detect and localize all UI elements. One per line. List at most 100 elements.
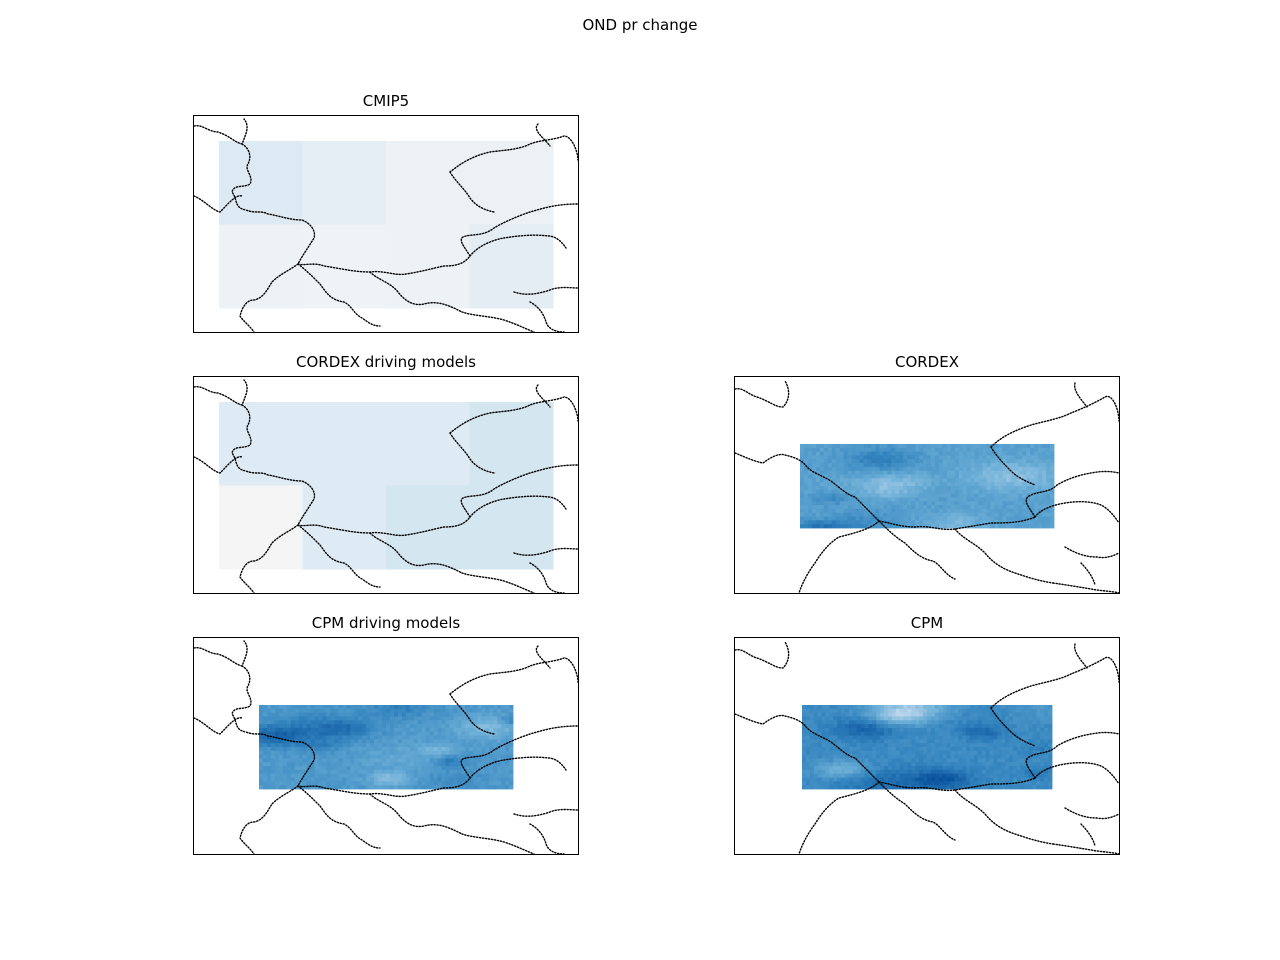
grid-cell: [334, 773, 339, 778]
grid-cell: [938, 724, 944, 729]
grid-cell: [1030, 508, 1035, 514]
grid-cell: [915, 712, 920, 717]
grid-cell: [1030, 474, 1035, 479]
grid-cell: [977, 712, 983, 717]
grid-cell: [473, 743, 478, 748]
grid-cell: [286, 754, 292, 759]
grid-cell: [413, 731, 419, 736]
grid-cell: [887, 769, 893, 775]
grid-cell: [895, 773, 901, 778]
grid-cell: [1050, 474, 1055, 479]
grid-cell: [919, 474, 924, 479]
grid-cell: [425, 785, 431, 790]
grid-cell: [903, 489, 908, 495]
grid-cell: [835, 512, 841, 517]
grid-cell: [962, 712, 967, 717]
grid-cell: [974, 470, 979, 475]
grid-cell: [809, 781, 815, 786]
grid-cell: [954, 750, 959, 756]
grid-cell: [354, 773, 359, 778]
grid-cell: [397, 724, 403, 729]
grid-cell: [800, 451, 805, 456]
grid-cell: [919, 754, 924, 759]
grid-cell: [946, 512, 952, 517]
grid-cell: [366, 727, 371, 733]
grid-cell: [958, 747, 963, 752]
grid-cell: [911, 720, 916, 725]
grid-cell: [879, 501, 884, 506]
grid-cell: [1022, 524, 1027, 529]
grid-cell: [981, 777, 986, 782]
grid-cell: [805, 769, 811, 775]
grid-cell: [1034, 508, 1039, 514]
grid-cell: [310, 747, 315, 752]
grid-cell: [867, 459, 872, 464]
grid-cell: [875, 482, 880, 487]
grid-cell: [973, 727, 979, 733]
grid-cell: [848, 773, 854, 778]
grid-cell: [382, 724, 387, 729]
grid-cell: [813, 735, 819, 740]
grid-cell: [969, 754, 975, 759]
grid-cell: [835, 520, 841, 525]
grid-cell: [923, 466, 928, 472]
grid-cell: [262, 727, 268, 733]
grid-cell: [413, 712, 419, 717]
grid-cell: [505, 716, 510, 721]
grid-cell: [807, 508, 813, 514]
grid-cell: [386, 224, 470, 309]
grid-cell: [1042, 459, 1047, 464]
grid-cell: [970, 459, 976, 464]
grid-cell: [833, 773, 838, 778]
grid-cell: [982, 497, 987, 502]
grid-cell: [401, 708, 407, 714]
grid-cell: [1010, 474, 1015, 479]
grid-cell: [421, 777, 427, 782]
grid-cell: [362, 781, 367, 786]
grid-cell: [362, 720, 367, 725]
grid-cell: [930, 785, 936, 790]
grid-cell: [915, 777, 920, 782]
grid-cell: [286, 785, 292, 790]
grid-cell: [986, 474, 991, 479]
grid-cell: [954, 486, 960, 491]
grid-cell: [827, 489, 833, 495]
grid-cell: [993, 769, 998, 775]
grid-cell: [950, 508, 956, 514]
grid-cell: [821, 777, 826, 782]
grid-cell: [389, 754, 395, 759]
grid-cell: [802, 769, 807, 775]
grid-cell: [374, 762, 379, 767]
grid-cell: [997, 708, 1002, 714]
grid-cell: [1001, 743, 1006, 748]
grid-cell: [823, 470, 829, 475]
grid-cell: [919, 769, 924, 775]
grid-cell: [334, 739, 339, 744]
grid-cell: [876, 773, 881, 778]
grid-cell: [401, 743, 407, 748]
grid-cell: [966, 705, 971, 710]
grid-cell: [1028, 735, 1033, 740]
grid-cell: [911, 716, 916, 721]
grid-cell: [847, 478, 852, 483]
grid-cell: [843, 493, 849, 498]
grid-cell: [907, 720, 912, 725]
grid-cell: [318, 781, 323, 786]
grid-cell: [977, 716, 983, 721]
grid-cell: [382, 712, 387, 717]
grid-cell: [306, 747, 311, 752]
grid-cell: [800, 478, 805, 483]
grid-cell: [981, 766, 986, 771]
grid-cell: [856, 750, 861, 756]
grid-cell: [923, 463, 928, 468]
grid-cell: [847, 459, 852, 464]
grid-cell: [1018, 482, 1023, 487]
grid-cell: [259, 777, 264, 782]
grid-cell: [954, 762, 959, 767]
grid-cell: [1050, 455, 1055, 460]
grid-cell: [481, 773, 486, 778]
grid-cell: [934, 489, 940, 495]
grid-cell: [919, 489, 924, 495]
grid-cell: [856, 724, 861, 729]
grid-cell: [843, 466, 849, 472]
